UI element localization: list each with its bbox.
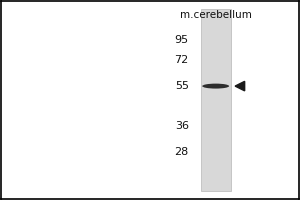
Text: 36: 36 <box>175 121 189 131</box>
Bar <box>201 9 231 191</box>
Text: 72: 72 <box>175 55 189 65</box>
Text: 95: 95 <box>175 35 189 45</box>
Text: 28: 28 <box>175 147 189 157</box>
Polygon shape <box>235 81 245 91</box>
Text: m.cerebellum: m.cerebellum <box>180 10 252 20</box>
Text: 55: 55 <box>175 81 189 91</box>
Ellipse shape <box>202 84 229 89</box>
